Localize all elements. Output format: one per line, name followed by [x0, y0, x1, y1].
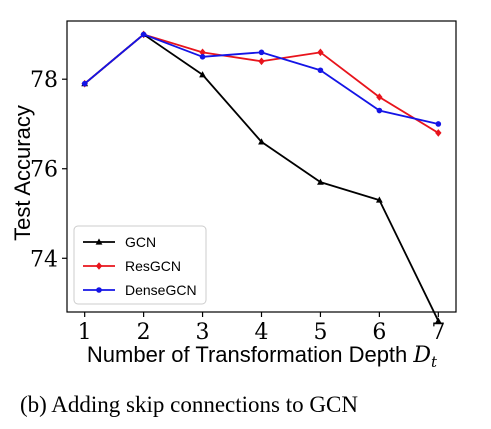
x-axis-title: Number of Transformation Depth Dt [87, 342, 438, 371]
y-tick-label: 74 [30, 247, 58, 272]
legend-frame [73, 225, 207, 305]
data-point-resgcn [435, 129, 442, 137]
data-point-resgcn [317, 48, 324, 57]
legend-label-resgcn: ResGCN [125, 258, 181, 274]
data-point-densegcn [435, 121, 442, 127]
y-tick-label: 78 [30, 68, 58, 93]
legend-marker-resgcn [95, 262, 103, 270]
data-point-resgcn [258, 57, 265, 66]
data-point-densegcn [199, 54, 206, 60]
x-tick-label: 5 [313, 320, 327, 345]
data-point-densegcn [376, 107, 383, 114]
series-resgcn [81, 30, 442, 137]
legend-label-densegcn: DenseGCN [125, 282, 197, 298]
legend-item-resgcn: ResGCN [83, 258, 181, 274]
y-axis-ticks: 74 76 78 [30, 68, 67, 272]
x-axis-ticks: 1 2 3 4 5 6 7 [78, 312, 445, 345]
y-axis-title: Test Accuracy [10, 105, 35, 241]
data-point-gcn [199, 71, 206, 78]
x-tick-label: 3 [196, 320, 210, 345]
data-point-densegcn [317, 67, 324, 74]
data-point-gcn [434, 317, 442, 324]
legend-marker-gcn [95, 238, 103, 245]
legend-label-gcn: GCN [125, 234, 156, 250]
x-axis-title-subscript: t [431, 353, 438, 371]
data-point-gcn [317, 178, 324, 185]
y-tick-label: 76 [30, 158, 58, 183]
data-point-gcn [375, 196, 383, 203]
x-tick-label: 2 [137, 320, 151, 345]
series-line-resgcn [84, 33, 439, 134]
legend-item-densegcn: DenseGCN [83, 282, 197, 298]
x-tick-label: 7 [431, 320, 445, 345]
data-point-gcn [258, 138, 265, 145]
data-point-densegcn [140, 31, 147, 38]
data-point-resgcn [376, 93, 383, 101]
x-tick-label: 4 [255, 320, 269, 345]
figure-caption: (b) Adding skip connections to GCN [20, 392, 358, 417]
series-lines [81, 30, 442, 324]
legend-item-gcn: GCN [83, 234, 156, 250]
legend-marker-densegcn [96, 287, 102, 293]
x-tick-label: 1 [78, 320, 92, 345]
data-point-resgcn [199, 48, 206, 57]
x-axis-title-text: Number of Transformation Depth [87, 342, 407, 367]
data-point-densegcn [81, 80, 88, 87]
data-point-densegcn [258, 49, 265, 56]
legend: GCN ResGCN DenseGCN [73, 225, 207, 305]
line-chart: 1 2 3 4 5 6 7 74 76 78 Test Accuracy Number of T… [10, 20, 457, 371]
x-axis-title-symbol: D [412, 343, 431, 368]
series-line-densegcn [84, 33, 439, 125]
x-tick-label: 6 [372, 320, 386, 345]
series-densegcn [81, 31, 442, 127]
